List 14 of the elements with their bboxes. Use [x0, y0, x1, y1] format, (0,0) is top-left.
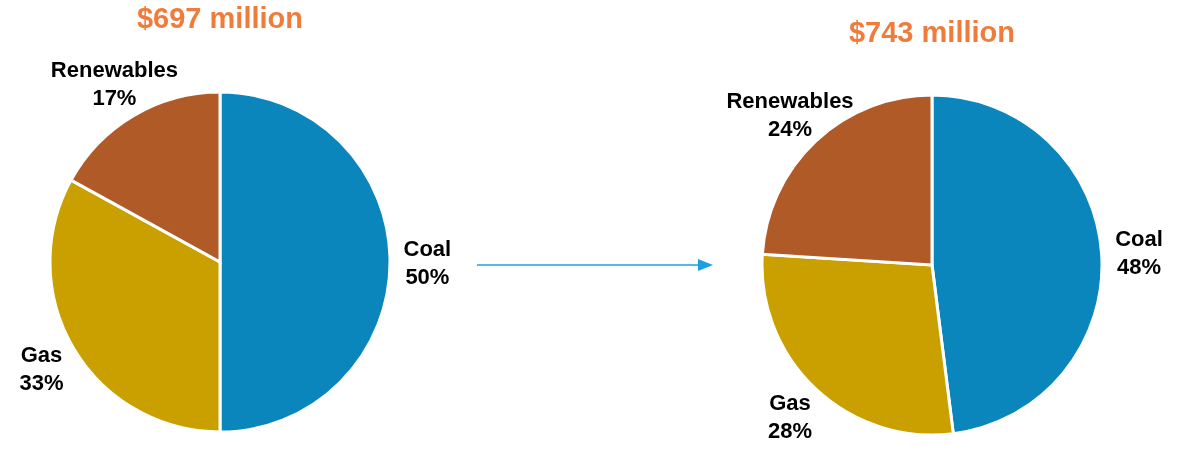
data-label: 33%	[19, 369, 64, 395]
data-label: 28%	[768, 418, 813, 444]
data-label: 24%	[768, 115, 813, 141]
data-label: 50%	[405, 264, 450, 289]
chart-title: $697 million	[136, 2, 304, 34]
slice-label: Coal	[403, 236, 452, 261]
slice-label: Renewables	[50, 57, 179, 83]
chart-title: $743 million	[848, 16, 1016, 48]
data-label: 17%	[92, 85, 137, 111]
slice-label: Gas	[20, 341, 63, 367]
slice-label: Gas	[769, 390, 811, 416]
slice-label: Renewables	[726, 87, 854, 113]
data-label: 48%	[1116, 253, 1162, 279]
slice-label: Coal	[1115, 225, 1163, 251]
